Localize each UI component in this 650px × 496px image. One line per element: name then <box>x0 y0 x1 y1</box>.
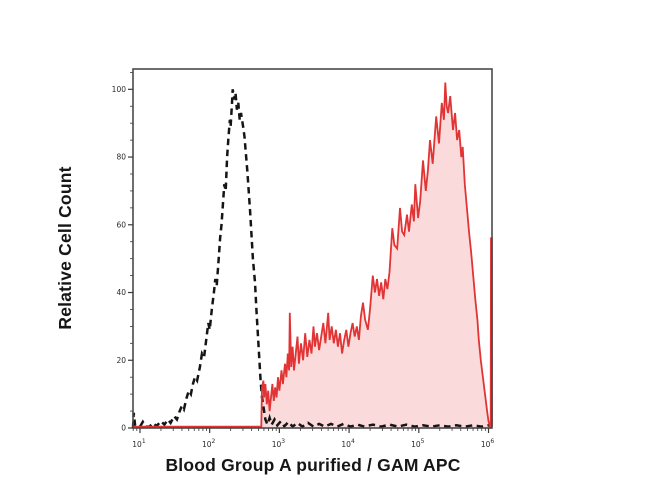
y-tick-label: 60 <box>116 220 126 229</box>
y-axis-label: Relative Cell Count <box>55 166 75 329</box>
x-tick-label: 105 <box>411 438 425 449</box>
x-axis-label: Blood Group A purified / GAM APC <box>165 455 460 475</box>
y-tick-label: 20 <box>116 356 126 365</box>
series-area-blood-group-a-positive <box>133 82 492 428</box>
series-line-layer <box>131 82 493 429</box>
x-tick-label: 103 <box>272 438 286 449</box>
y-tick-label: 80 <box>116 153 126 162</box>
x-tick-label: 102 <box>202 438 216 449</box>
x-tick-label: 104 <box>341 438 355 449</box>
x-tick-label: 106 <box>481 438 495 449</box>
axis-ticks-layer <box>128 71 490 433</box>
y-tick-label: 0 <box>121 424 126 433</box>
series-line-negative-control <box>131 89 493 429</box>
y-tick-label: 100 <box>112 85 127 94</box>
series-fill-layer <box>133 82 492 428</box>
y-tick-label: 40 <box>116 288 126 297</box>
series-line-blood-group-a-positive <box>133 82 493 428</box>
axis-tick-labels-layer: 0 20 40 60 80 100 101 102 103 104 105 106 <box>112 85 495 449</box>
x-tick-label: 101 <box>132 438 146 449</box>
